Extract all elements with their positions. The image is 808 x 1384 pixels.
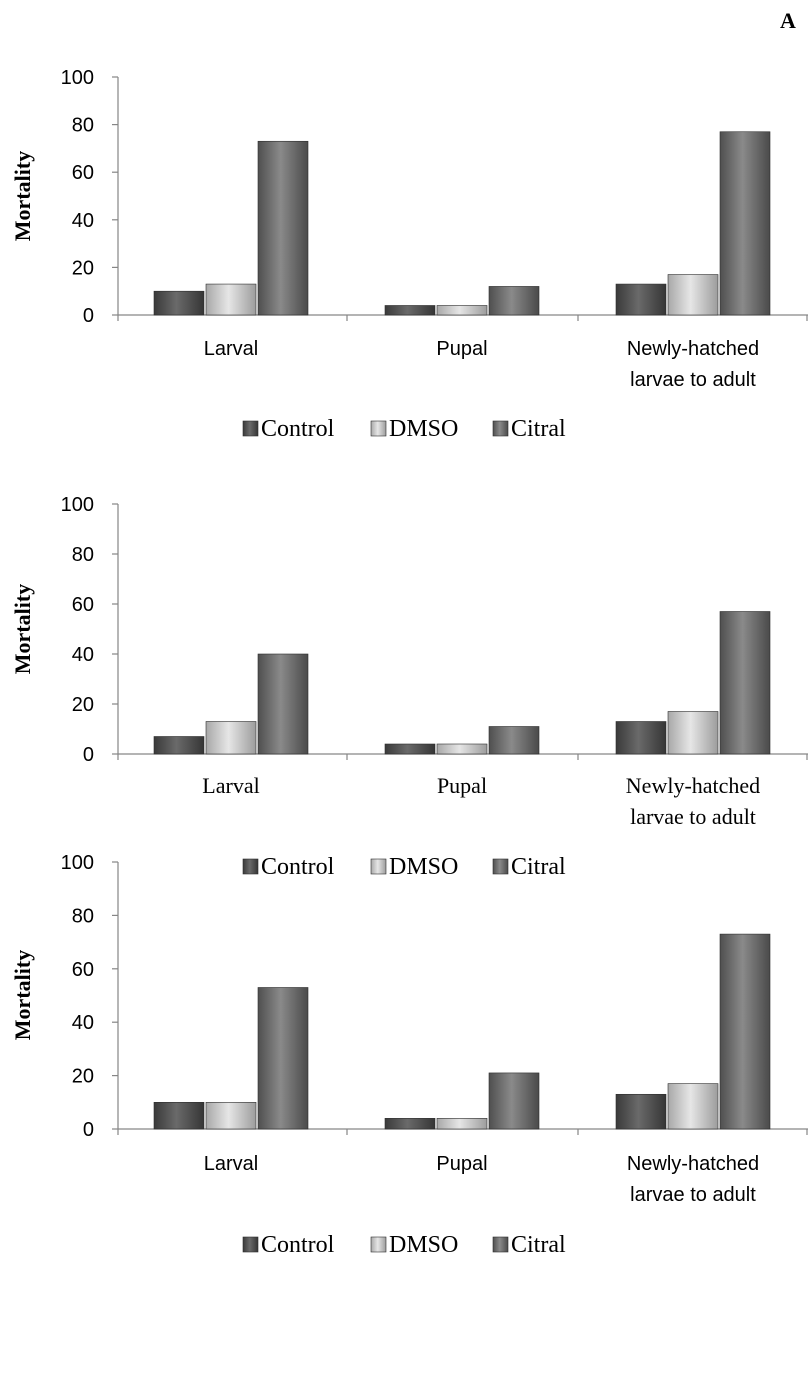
legend-label-control: Control — [261, 416, 335, 442]
legend-swatch-dmso — [371, 421, 386, 436]
chart-2: 0 20 40 60 80 100 Mortality Larval Pupal Newly-ha… — [10, 494, 808, 880]
chart-1: 0 20 40 60 80 100 Mortality Larval Pupal Newly-ha… — [10, 67, 808, 442]
bar-dmso-3 — [668, 1084, 718, 1129]
y-tick-label: 100 — [61, 494, 94, 516]
bar-control-1 — [154, 737, 204, 755]
y-tick-label: 20 — [72, 694, 94, 716]
bar-dmso-2 — [437, 744, 487, 754]
x-category-label: larvae to adult — [630, 804, 756, 829]
bar-citral-2 — [489, 727, 539, 755]
bar-control-2 — [385, 1118, 435, 1129]
bar-control-3 — [616, 284, 666, 315]
bar-citral-3 — [720, 934, 770, 1129]
y-tick-label: 0 — [83, 744, 94, 766]
bar-citral-2 — [489, 1073, 539, 1129]
y-tick-label: 40 — [72, 1012, 94, 1034]
legend-label-dmso: DMSO — [389, 854, 458, 880]
y-tick-label: 80 — [72, 544, 94, 566]
bar-dmso-1 — [206, 1102, 256, 1129]
bar-citral-2 — [489, 286, 539, 315]
bar-citral-3 — [720, 612, 770, 755]
legend-label-dmso: DMSO — [389, 416, 458, 442]
x-category-label: Larval — [204, 1153, 258, 1175]
x-category-label: Pupal — [436, 338, 487, 360]
y-tick-label: 100 — [61, 67, 94, 89]
legend-swatch-citral — [493, 421, 508, 436]
bar-control-3 — [616, 722, 666, 755]
legend-label-dmso: DMSO — [389, 1232, 458, 1258]
bar-dmso-2 — [437, 1118, 487, 1129]
x-category-label: Newly-hatched — [626, 773, 760, 798]
x-category-label: Larval — [204, 338, 258, 360]
bar-dmso-3 — [668, 275, 718, 315]
legend-label-citral: Citral — [511, 1232, 566, 1258]
x-category-label: Pupal — [437, 773, 487, 798]
y-tick-label: 80 — [72, 905, 94, 927]
bar-control-1 — [154, 1102, 204, 1129]
legend-label-citral: Citral — [511, 416, 566, 442]
bar-control-2 — [385, 744, 435, 754]
legend-swatch-dmso — [371, 859, 386, 874]
chart-3: 0 20 40 60 80 100 Mortality Larval Pupal Newly-ha… — [10, 852, 808, 1258]
bar-control-1 — [154, 291, 204, 315]
x-category-label: Newly-hatched — [627, 338, 759, 360]
x-category-label: larvae to adult — [630, 1184, 756, 1206]
y-tick-label: 80 — [72, 115, 94, 137]
legend-swatch-citral — [493, 859, 508, 874]
y-tick-label: 20 — [72, 257, 94, 279]
legend-swatch-citral — [493, 1237, 508, 1252]
bar-control-2 — [385, 305, 435, 315]
legend-swatch-dmso — [371, 1237, 386, 1252]
y-tick-label: 60 — [72, 594, 94, 616]
bar-citral-1 — [258, 654, 308, 754]
legend-swatch-control — [243, 1237, 258, 1252]
x-category-label: larvae to adult — [630, 369, 756, 391]
y-tick-label: 60 — [72, 959, 94, 981]
bar-citral-1 — [258, 141, 308, 315]
legend-label-control: Control — [261, 1232, 335, 1258]
y-tick-label: 0 — [83, 305, 94, 327]
bar-citral-1 — [258, 987, 308, 1129]
y-tick-label: 40 — [72, 644, 94, 666]
panel-letter: A — [780, 8, 796, 34]
legend-swatch-control — [243, 859, 258, 874]
x-category-label: Larval — [202, 773, 259, 798]
y-axis-label: Mortality — [10, 950, 35, 1040]
legend-label-citral: Citral — [511, 854, 566, 880]
bar-dmso-1 — [206, 284, 256, 315]
y-axis-label: Mortality — [10, 151, 35, 241]
y-tick-label: 0 — [83, 1119, 94, 1141]
x-category-label: Newly-hatched — [627, 1153, 759, 1175]
bar-dmso-2 — [437, 305, 487, 315]
legend-label-control: Control — [261, 854, 335, 880]
bar-control-3 — [616, 1094, 666, 1129]
bar-dmso-3 — [668, 712, 718, 755]
legend-swatch-control — [243, 421, 258, 436]
y-tick-label: 60 — [72, 162, 94, 184]
y-tick-label: 40 — [72, 210, 94, 232]
y-tick-label: 20 — [72, 1066, 94, 1088]
bar-dmso-1 — [206, 722, 256, 755]
y-axis-label: Mortality — [10, 584, 35, 674]
bar-citral-3 — [720, 132, 770, 315]
x-category-label: Pupal — [436, 1153, 487, 1175]
y-tick-label: 100 — [61, 852, 94, 874]
